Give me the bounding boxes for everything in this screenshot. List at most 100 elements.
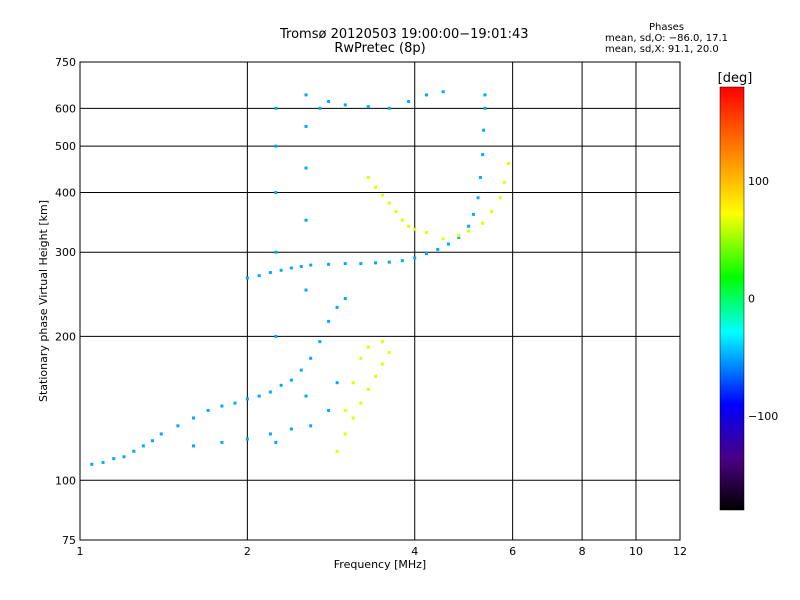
data-point — [274, 250, 278, 254]
data-point — [359, 356, 363, 360]
data-point — [380, 193, 384, 197]
data-point — [335, 305, 339, 309]
data-point — [220, 404, 224, 408]
data-point — [436, 247, 440, 251]
y-tick-label: 750 — [55, 56, 76, 69]
data-point — [387, 351, 391, 355]
data-point — [400, 218, 404, 222]
x-tick-label: 4 — [411, 545, 418, 558]
data-point — [481, 153, 485, 157]
data-point — [327, 319, 331, 323]
colorbar-label: [deg] — [718, 71, 753, 86]
data-point — [387, 260, 391, 264]
chart-title: Tromsø 20120503 19:00:00−19:01:43 — [280, 27, 529, 42]
data-point — [274, 106, 278, 110]
x-axis-label: Frequency [MHz] — [334, 558, 426, 571]
data-point — [90, 462, 94, 466]
data-point — [407, 100, 411, 104]
data-point — [141, 444, 145, 448]
data-point — [304, 166, 308, 170]
grid-lines — [80, 62, 680, 540]
data-point — [425, 93, 429, 97]
data-point — [366, 175, 370, 179]
x-tick-label: 6 — [509, 545, 516, 558]
data-point — [343, 103, 347, 107]
data-point — [483, 93, 487, 97]
data-point — [274, 190, 278, 194]
phase-colorbar — [719, 86, 745, 511]
data-point — [351, 381, 355, 385]
data-point — [289, 378, 293, 382]
data-point — [407, 224, 411, 228]
data-point — [366, 387, 370, 391]
x-tick-label: 2 — [244, 545, 251, 558]
data-point — [268, 432, 272, 436]
colorbar-ticks: 100 0 −100 — [748, 175, 778, 423]
data-point — [122, 455, 126, 459]
data-point — [274, 334, 278, 338]
x-tick-labels: 1 2 4 6 8 10 12 — [77, 545, 688, 558]
y-tick-label: 600 — [55, 102, 76, 115]
data-point — [373, 261, 377, 265]
data-point — [490, 210, 494, 214]
data-point — [112, 457, 116, 461]
data-point — [279, 383, 283, 387]
data-point — [446, 242, 450, 246]
plot-frame — [79, 61, 681, 541]
data-point — [304, 288, 308, 292]
data-point — [257, 394, 261, 398]
data-point — [343, 432, 347, 436]
colorbar-tick-label: −100 — [748, 410, 778, 423]
data-point — [441, 237, 445, 241]
phases-x-mode: mean, sd,X: 91.1, 20.0 — [605, 44, 719, 55]
data-point — [279, 268, 283, 272]
data-point — [304, 218, 308, 222]
data-point — [387, 201, 391, 205]
y-tick-label: 400 — [55, 186, 76, 199]
data-point — [413, 256, 417, 260]
data-point — [132, 449, 136, 453]
data-point — [257, 274, 261, 278]
data-point — [159, 432, 163, 436]
data-point — [309, 424, 313, 428]
data-point — [343, 262, 347, 266]
data-point — [150, 439, 154, 443]
y-tick-label: 75 — [62, 534, 76, 547]
data-point — [233, 401, 237, 405]
data-point — [299, 368, 303, 372]
phases-o-mode: mean, sd,O: −86.0, 17.1 — [605, 33, 728, 44]
phases-title: Phases — [648, 22, 685, 33]
data-point — [245, 397, 249, 401]
data-point — [327, 262, 331, 266]
data-point — [351, 416, 355, 420]
data-point — [373, 374, 377, 378]
y-tick-label: 200 — [55, 330, 76, 343]
data-point — [457, 234, 461, 238]
data-point — [304, 124, 308, 128]
data-point — [245, 437, 249, 441]
data-point — [359, 262, 363, 266]
data-point — [274, 144, 278, 148]
data-point — [335, 449, 339, 453]
y-tick-label: 500 — [55, 140, 76, 153]
data-point — [425, 252, 429, 256]
data-point — [343, 408, 347, 412]
data-point — [457, 236, 461, 240]
y-tick-label: 100 — [55, 474, 76, 487]
data-point — [380, 362, 384, 366]
data-point — [289, 427, 293, 431]
x-tick-label: 1 — [77, 545, 84, 558]
data-point — [309, 356, 313, 360]
data-point — [441, 90, 445, 94]
data-point — [478, 175, 482, 179]
data-point — [220, 440, 224, 444]
chart-subtitle: RwPretec (8p) — [334, 41, 426, 56]
y-tick-labels: 75 100 200 300 400 500 600 750 — [55, 56, 76, 547]
data-point — [425, 230, 429, 234]
data-point — [304, 394, 308, 398]
phases-stats-box: Phases mean, sd,O: −86.0, 17.1 mean, sd,… — [605, 22, 728, 55]
data-point — [191, 444, 195, 448]
data-point — [318, 106, 322, 110]
data-point — [467, 224, 471, 228]
